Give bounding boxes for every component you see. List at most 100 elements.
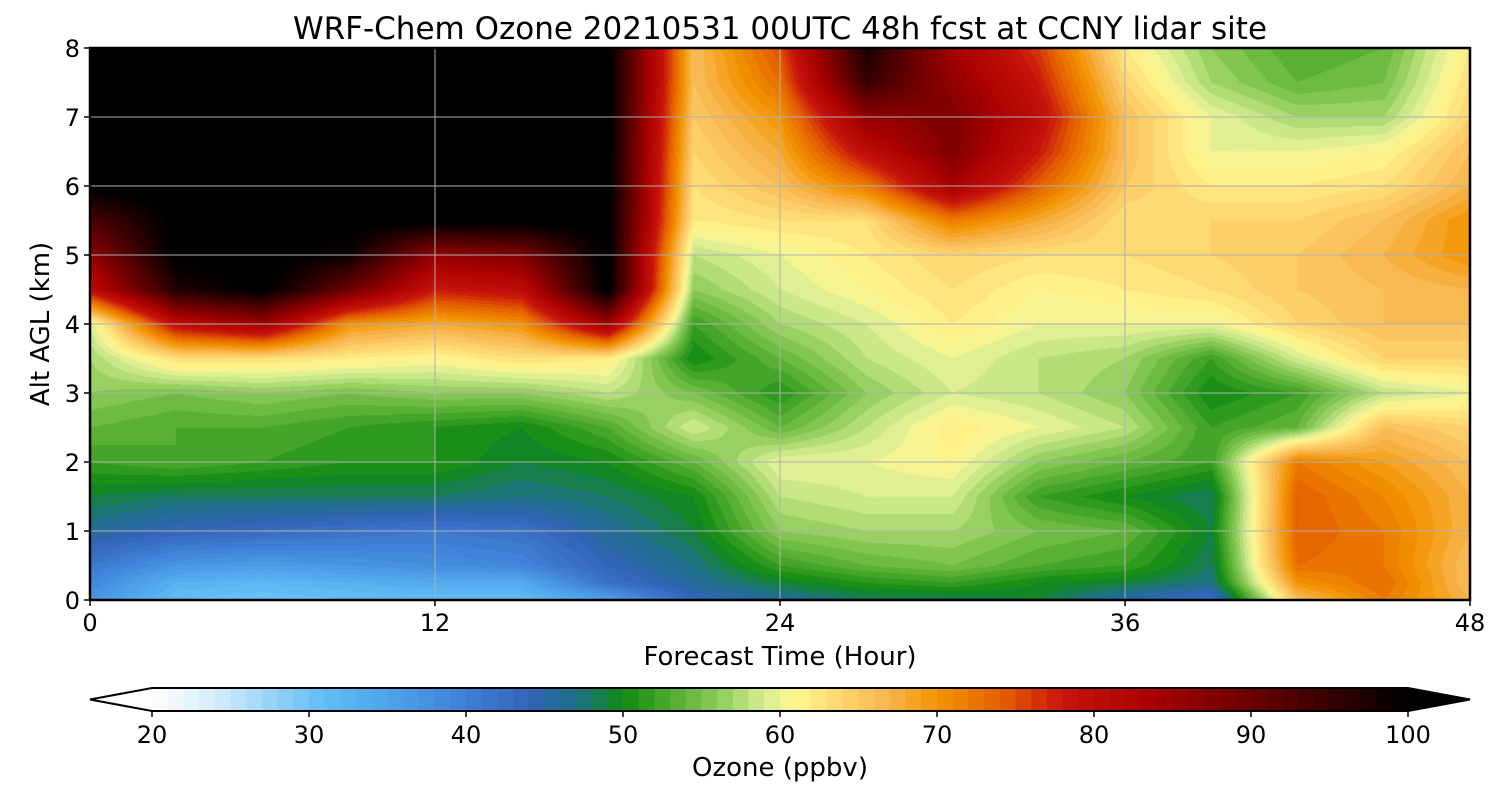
colorbar-segment — [1282, 688, 1299, 711]
colorbar-segment — [952, 688, 969, 711]
plot-area — [88, 46, 1472, 602]
colorbar-segment — [638, 688, 655, 711]
colorbar-segment — [544, 688, 561, 711]
colorbar-segment — [152, 688, 169, 711]
colorbar-segment — [1266, 688, 1283, 711]
colorbar-segment — [528, 688, 546, 711]
y-tick-label: 0 — [65, 587, 80, 615]
y-axis-title: Alt AGL (km) — [26, 242, 56, 406]
colorbar-segment — [293, 688, 310, 711]
colorbar-segment — [874, 688, 891, 711]
colorbar-segment — [1188, 688, 1205, 711]
colorbar-tick-label: 20 — [137, 721, 168, 749]
colorbar-segment — [591, 688, 608, 711]
colorbar-segment — [623, 688, 640, 711]
colorbar-segment — [434, 688, 451, 711]
colorbar-segment — [968, 688, 985, 711]
colorbar-segment — [670, 688, 687, 711]
y-tick-label: 6 — [65, 173, 80, 201]
colorbar-segment — [1392, 688, 1409, 711]
x-tick-label: 0 — [82, 609, 97, 637]
colorbar-segment — [1203, 688, 1221, 711]
colorbar-segment — [999, 688, 1017, 711]
colorbar-segment — [842, 688, 860, 711]
colorbar-segment — [183, 688, 200, 711]
colorbar-over-arrow — [1408, 688, 1470, 711]
x-tick-label: 48 — [1455, 609, 1486, 637]
colorbar-segment — [1156, 688, 1174, 711]
colorbar-segment — [1172, 688, 1189, 711]
y-tick-label: 5 — [65, 242, 80, 270]
colorbar-tick-label: 100 — [1385, 721, 1431, 749]
colorbar-segment — [261, 688, 279, 711]
x-axis-ticks: 0 12 24 36 48 — [82, 600, 1485, 637]
y-tick-label: 2 — [65, 449, 80, 477]
chart-title: WRF-Chem Ozone 20210531 00UTC 48h fcst a… — [293, 11, 1267, 47]
colorbar-segment — [1298, 688, 1315, 711]
colorbar-segment — [246, 688, 263, 711]
colorbar-title: Ozone (ppbv) — [692, 753, 868, 783]
colorbar-segment — [356, 688, 373, 711]
colorbar-tick-label: 30 — [294, 721, 325, 749]
colorbar-segment — [905, 688, 922, 711]
colorbar-tick-label: 40 — [451, 721, 482, 749]
y-tick-label: 8 — [65, 35, 80, 63]
colorbar-segment — [230, 688, 247, 711]
x-tick-label: 36 — [1110, 609, 1141, 637]
colorbar-segment — [1313, 688, 1331, 711]
colorbar-segment — [1219, 688, 1236, 711]
colorbar-segment — [764, 688, 781, 711]
colorbar-under-arrow — [90, 688, 152, 711]
colorbar-segment — [1078, 688, 1095, 711]
colorbar-segment — [418, 688, 436, 711]
colorbar-segment — [685, 688, 703, 711]
colorbar-segment — [1062, 688, 1079, 711]
colorbar-tick-label: 60 — [765, 721, 796, 749]
colorbar-segment — [1329, 688, 1346, 711]
colorbar-segment — [324, 688, 341, 711]
colorbar-segment — [1345, 688, 1362, 711]
colorbar-segment — [921, 688, 938, 711]
x-tick-label: 24 — [765, 609, 796, 637]
y-axis-ticks: 0 1 2 3 4 5 6 7 8 — [65, 35, 90, 615]
colorbar-segment — [1046, 688, 1064, 711]
colorbar-segment — [387, 688, 404, 711]
colorbar-segment — [795, 688, 812, 711]
colorbar-segment — [1360, 688, 1378, 711]
colorbar-segment — [654, 688, 671, 711]
colorbar-segment — [560, 688, 577, 711]
colorbar-segment — [1094, 688, 1111, 711]
colorbar-segment — [780, 688, 797, 711]
y-tick-label: 3 — [65, 380, 80, 408]
colorbar-segment — [466, 688, 483, 711]
colorbar-segment — [309, 688, 326, 711]
x-axis-title: Forecast Time (Hour) — [643, 642, 916, 672]
x-tick-label: 12 — [420, 609, 451, 637]
colorbar-segment — [1235, 688, 1252, 711]
colorbar-segment — [748, 688, 765, 711]
colorbar-segment — [607, 688, 624, 711]
colorbar-segment — [937, 688, 954, 711]
colorbar-segment — [450, 688, 467, 711]
colorbar-segment — [1251, 688, 1268, 711]
colorbar-segment — [340, 688, 357, 711]
colorbar-segment — [889, 688, 907, 711]
y-tick-label: 7 — [65, 104, 80, 132]
colorbar-tick-label: 50 — [608, 721, 639, 749]
colorbar-segment — [717, 688, 734, 711]
colorbar: 20 30 40 50 60 70 80 90 100 — [89, 687, 1471, 749]
colorbar-segment — [497, 688, 514, 711]
colorbar-segment — [199, 688, 216, 711]
colorbar-segment — [481, 688, 498, 711]
colorbar-segment — [167, 688, 184, 711]
colorbar-segment — [811, 688, 828, 711]
colorbar-segment — [513, 688, 530, 711]
colorbar-tick-label: 80 — [1079, 721, 1110, 749]
y-tick-label: 4 — [65, 311, 80, 339]
colorbar-tick-label: 90 — [1236, 721, 1267, 749]
colorbar-segment — [984, 688, 1001, 711]
colorbar-segment — [575, 688, 593, 711]
colorbar-segment — [1125, 688, 1142, 711]
colorbar-segment — [1015, 688, 1032, 711]
